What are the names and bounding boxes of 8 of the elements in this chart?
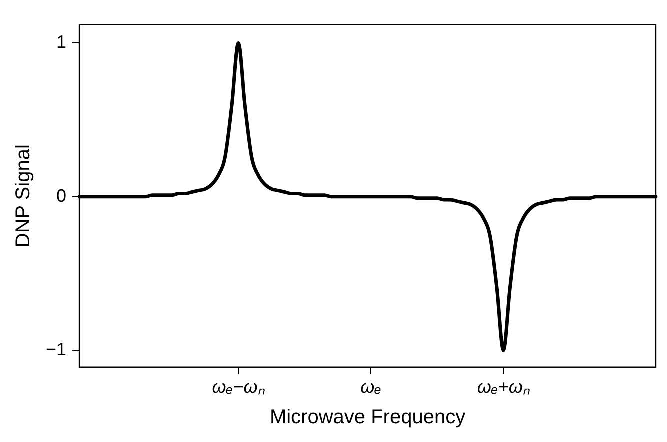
y-tick-label: −1 (46, 339, 67, 360)
x-tick-label: ωₑ+ωₙ (477, 377, 531, 398)
x-tick-label: ωₑ (360, 377, 382, 398)
x-tick-label: ωₑ−ωₙ (212, 377, 266, 398)
y-axis-title: DNP Signal (12, 144, 35, 248)
y-tick-label: 1 (56, 32, 67, 52)
y-tick-label: 0 (56, 186, 67, 206)
x-axis-title: Microwave Frequency (270, 406, 466, 429)
